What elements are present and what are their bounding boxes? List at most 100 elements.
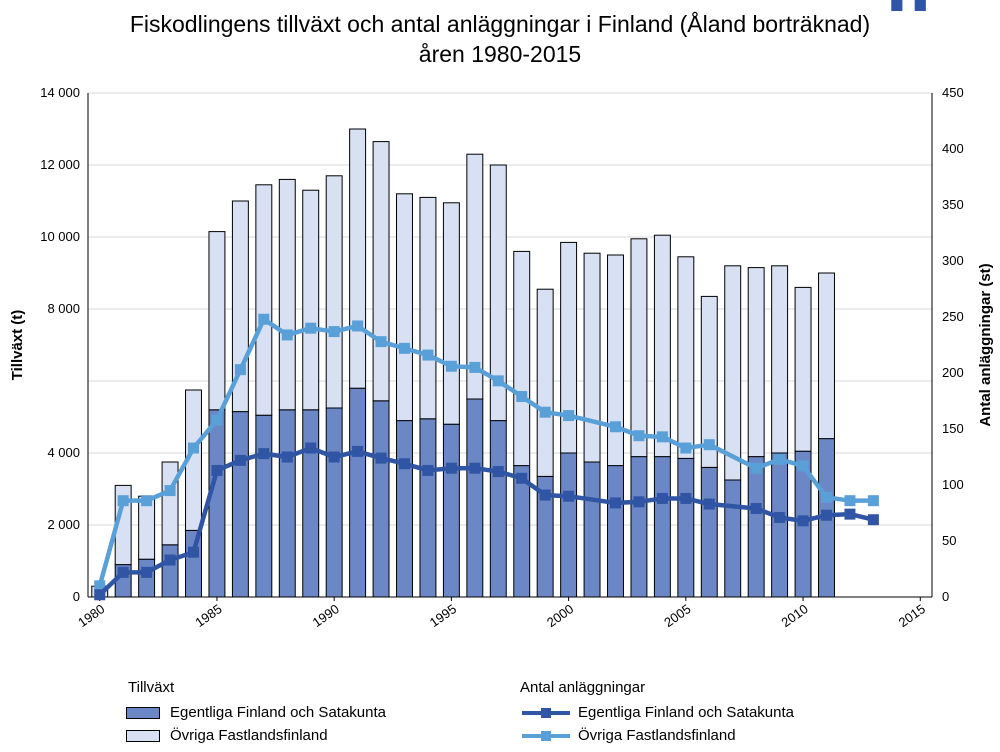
bar-ovriga (372, 141, 390, 402)
line-egentliga-marker (633, 496, 645, 508)
line-ovriga-marker (563, 410, 575, 422)
bar-ovriga (607, 254, 624, 467)
bar-ovriga (513, 250, 531, 467)
bar-ovriga (349, 128, 367, 389)
bar-egentliga (419, 418, 437, 598)
line-egentliga-marker (305, 442, 317, 454)
y-right-tick-label: 150 (942, 421, 964, 436)
line-egentliga-marker (774, 511, 786, 523)
line-ovriga-marker (164, 485, 176, 497)
line-egentliga-marker (375, 452, 387, 464)
bar-egentliga (677, 457, 695, 598)
y-right-tick-label: 250 (942, 309, 964, 324)
y-right-tick-label: 100 (942, 477, 964, 492)
bar-egentliga (513, 465, 531, 598)
bar-ovriga (653, 234, 671, 458)
line-ovriga-marker (422, 349, 434, 361)
y-left-tick-label: 4 000 (47, 445, 80, 460)
bar-egentliga (583, 461, 601, 598)
line-ovriga-marker (211, 414, 223, 426)
bar-egentliga (489, 420, 507, 598)
bar-ovriga (302, 189, 320, 411)
line-egentliga-marker (281, 451, 293, 463)
line-ovriga-marker (375, 336, 387, 348)
y-left-tick-label: 12 000 (40, 157, 80, 172)
line-ovriga-marker (305, 322, 317, 334)
bar-ovriga (560, 241, 578, 454)
line-ovriga-marker (680, 442, 692, 454)
line-egentliga-marker (610, 497, 621, 509)
line-ovriga-marker (703, 439, 715, 451)
bar-ovriga (419, 196, 437, 420)
legend-label-bar-ovriga: Övriga Fastlandsfinland (170, 727, 328, 744)
legend-swatch-line-egentliga (522, 706, 570, 720)
line-egentliga-marker (516, 472, 528, 484)
line-egentliga-marker (422, 464, 434, 476)
y-axis-left-title: Tillväxt (t) (9, 310, 26, 381)
x-tick-label: 1980 (75, 601, 107, 630)
line-ovriga-marker (492, 375, 504, 387)
line-ovriga (97, 316, 874, 587)
y-right-tick-label: 200 (942, 365, 964, 380)
legend-heading-antal: Antal anläggningar (520, 679, 646, 696)
x-tick-label: 1990 (310, 601, 342, 630)
bar-ovriga (677, 256, 695, 459)
line-ovriga-marker (117, 495, 129, 507)
bar-ovriga (466, 153, 484, 400)
legend-label-line-ovriga: Övriga Fastlandsfinland (578, 727, 736, 744)
line-egentliga-marker (867, 514, 879, 526)
line-ovriga-marker (94, 580, 106, 592)
bar-ovriga (208, 231, 226, 411)
legend-label-line-egentliga: Egentliga Finland och Satakunta (578, 704, 794, 721)
bar-egentliga (325, 407, 343, 598)
line-egentliga-marker (445, 462, 457, 474)
bar-ovriga (489, 164, 507, 422)
line-ovriga-marker (844, 495, 856, 507)
bar-ovriga (794, 286, 812, 452)
line-egentliga-marker (258, 448, 270, 460)
legend-item-bar-ovriga: Övriga Fastlandsfinland (126, 727, 328, 744)
bar-ovriga (724, 265, 742, 481)
bar-ovriga (818, 272, 835, 440)
line-ovriga-marker (328, 326, 340, 338)
bar-ovriga (161, 461, 179, 546)
legend-item-line-egentliga: Egentliga Finland och Satakunta (522, 704, 794, 721)
chart-title: Fiskodlingens tillväxt och antal anläggn… (129, 11, 871, 37)
line-ovriga-marker (797, 460, 809, 472)
line-ovriga-marker (774, 453, 786, 465)
bar-ovriga (442, 202, 460, 425)
x-tick-label: 1995 (427, 601, 459, 630)
bar-egentliga (771, 452, 789, 598)
bar-egentliga (255, 414, 273, 598)
line-ovriga-marker (539, 406, 551, 418)
line-ovriga-marker (469, 361, 481, 373)
line-ovriga-marker (867, 495, 879, 507)
bar-ovriga (278, 178, 296, 411)
legend-item-line-ovriga: Övriga Fastlandsfinland (522, 727, 736, 744)
line-ovriga-marker (656, 431, 668, 443)
line-egentliga-marker (234, 454, 246, 466)
line-egentliga-marker (844, 508, 856, 520)
line-egentliga-marker (750, 503, 762, 515)
bar-egentliga (442, 423, 460, 598)
line-ovriga-marker (281, 329, 293, 341)
line-egentliga-marker (328, 451, 340, 463)
bar-egentliga (630, 456, 648, 598)
y-right-tick-label: 400 (942, 141, 964, 156)
y-right-tick-label: 300 (942, 253, 964, 268)
line-egentliga-marker (188, 546, 199, 558)
line-ovriga-marker (258, 313, 270, 325)
bar-egentliga (560, 452, 578, 598)
bar-ovriga (771, 265, 789, 454)
line-egentliga-marker (703, 498, 715, 510)
line-egentliga-marker (539, 489, 551, 501)
chart-subtitle: åren 1980-2015 (418, 41, 582, 67)
line-ovriga-marker (516, 391, 528, 403)
legend-swatch-bar-egentliga (126, 706, 160, 719)
line-ovriga-marker (633, 430, 645, 442)
y-left-tick-label: 0 (73, 589, 80, 604)
bar-egentliga (724, 479, 742, 598)
legend-label-bar-egentliga: Egentliga Finland och Satakunta (170, 704, 386, 721)
line-egentliga-marker (352, 445, 364, 457)
line-ovriga-marker (399, 342, 410, 354)
